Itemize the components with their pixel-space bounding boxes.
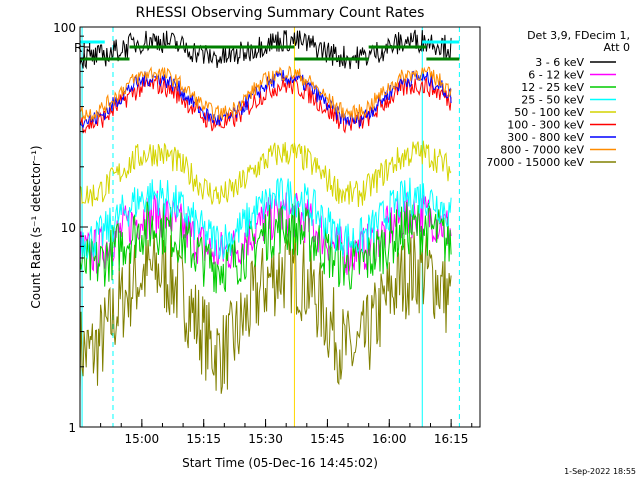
legend-header-line2: Att 0 [604, 41, 630, 54]
y-tick-label: 100 [53, 21, 76, 35]
legend-entry-label: 25 - 50 keV [521, 94, 584, 107]
chart-title: RHESSI Observing Summary Count Rates [136, 5, 425, 21]
x-tick-label: 15:45 [310, 432, 345, 446]
x-axis-label: Start Time (05-Dec-16 14:45:02) [182, 456, 378, 470]
y-axis-label: Count Rate (s⁻¹ detector⁻¹) [29, 145, 43, 308]
series-line-7 [79, 65, 452, 122]
x-tick-label: 15:00 [125, 432, 160, 446]
y-axis-ticks: 1 10 100 [53, 21, 88, 435]
x-tick-label: 16:15 [434, 432, 469, 446]
x-tick-label: 15:30 [248, 432, 283, 446]
series-line-4 [79, 140, 452, 208]
legend-entry-label: 50 - 100 keV [514, 106, 584, 119]
series-layer [79, 29, 452, 394]
legend-entry-label: 300 - 800 keV [507, 131, 584, 144]
series-line-0 [79, 29, 452, 70]
flag-label: RH [74, 41, 91, 55]
series-line-6 [79, 69, 452, 129]
series-line-5 [79, 75, 452, 134]
legend-entry-label: 800 - 7000 keV [500, 144, 584, 157]
legend-entry-label: 7000 - 15000 keV [486, 156, 584, 169]
legend-entry-label: 3 - 6 keV [535, 56, 584, 69]
series-line-2 [79, 201, 452, 294]
plot-area: RH [74, 26, 481, 428]
y-tick-label: 10 [61, 221, 76, 235]
x-tick-label: 16:00 [372, 432, 407, 446]
x-tick-label: 15:15 [186, 432, 221, 446]
legend-entry-label: 12 - 25 keV [521, 81, 584, 94]
series-line-8 [79, 230, 452, 394]
series-line-3 [79, 177, 452, 260]
legend-entry-label: 6 - 12 keV [528, 69, 584, 82]
generated-timestamp: 1-Sep-2022 18:55 [564, 467, 636, 476]
y-tick-label: 1 [68, 421, 76, 435]
legend-entry-label: 100 - 300 keV [507, 119, 584, 132]
x-axis-ticks: 15:00 15:15 15:30 15:45 16:00 16:15 [79, 419, 473, 446]
legend-header-line1: Det 3,9, FDecim 1, [527, 29, 630, 42]
flag-bars [80, 40, 460, 61]
